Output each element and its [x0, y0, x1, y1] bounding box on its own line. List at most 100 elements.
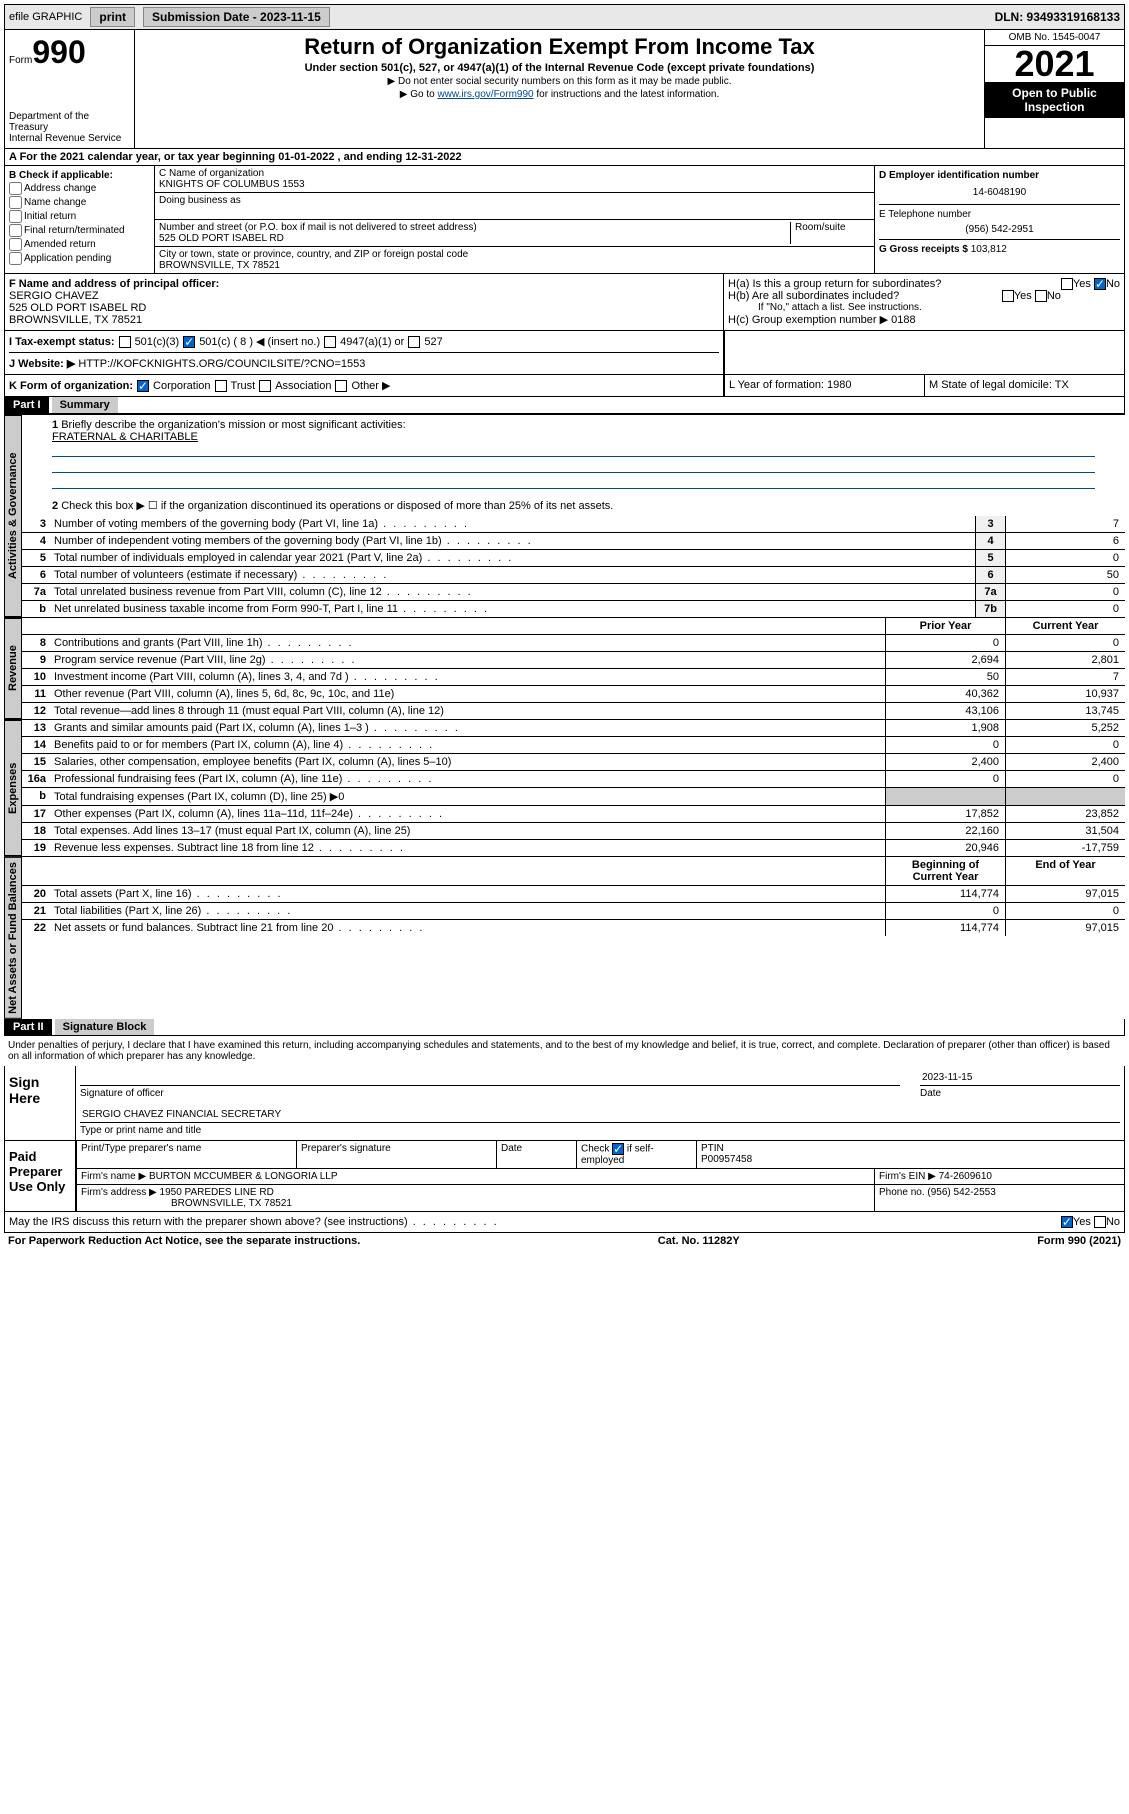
l6-val: 50 — [1005, 567, 1125, 583]
sig-officer-label: Signature of officer — [80, 1088, 900, 1099]
top-toolbar: efile GRAPHIC print Submission Date - 20… — [4, 4, 1125, 30]
ha-no-chk[interactable] — [1094, 278, 1106, 290]
firm-ein-label: Firm's EIN ▶ — [879, 1171, 936, 1182]
ein-label: D Employer identification number — [879, 170, 1120, 181]
l2-text: Check this box ▶ ☐ if the organization d… — [61, 500, 613, 512]
b-label: B Check if applicable: — [9, 170, 150, 181]
l16b-text: Total fundraising expenses (Part IX, col… — [50, 788, 885, 805]
ha-yes-chk[interactable] — [1061, 278, 1073, 290]
status-label: I Tax-exempt status: — [9, 336, 115, 348]
l3-val: 7 — [1005, 516, 1125, 532]
l16b-p — [885, 788, 1005, 805]
l20-text: Total assets (Part X, line 16) — [50, 886, 885, 902]
l5-val: 0 — [1005, 550, 1125, 566]
efile-label: efile GRAPHIC — [9, 11, 82, 23]
note-post: for instructions and the latest informat… — [534, 89, 720, 100]
l13-text: Grants and similar amounts paid (Part IX… — [50, 720, 885, 736]
firm-addr-label: Firm's address ▶ — [81, 1187, 157, 1198]
l5-text: Total number of individuals employed in … — [50, 550, 975, 566]
l1-text: Briefly describe the organization's miss… — [61, 419, 405, 431]
sig-date-value: 2023-11-15 — [920, 1070, 1120, 1086]
org-name: KNIGHTS OF COLUMBUS 1553 — [159, 179, 870, 190]
print-button[interactable]: print — [90, 7, 135, 27]
paid-content: Print/Type preparer's name Preparer's si… — [75, 1141, 1124, 1211]
note-ssn: ▶ Do not enter social security numbers o… — [143, 76, 976, 87]
net-section: Net Assets or Fund Balances Beginning of… — [4, 856, 1125, 1019]
discuss-no-chk[interactable] — [1094, 1216, 1106, 1228]
hb-yes-chk[interactable] — [1002, 290, 1014, 302]
firm-ein: 74-2609610 — [939, 1171, 992, 1182]
l15-text: Salaries, other compensation, employee b… — [50, 754, 885, 770]
dba-cell: Doing business as — [155, 193, 874, 220]
form-number-box: Form990 Department of the Treasury Inter… — [5, 30, 135, 148]
chk-corp[interactable] — [137, 380, 149, 392]
l19-text: Revenue less expenses. Subtract line 18 … — [50, 840, 885, 856]
tab-governance: Activities & Governance — [4, 415, 22, 617]
note-pre: ▶ Go to — [400, 89, 438, 100]
org-name-cell: C Name of organization KNIGHTS OF COLUMB… — [155, 166, 874, 193]
form-title: Return of Organization Exempt From Incom… — [143, 34, 976, 60]
l7a-text: Total unrelated business revenue from Pa… — [50, 584, 975, 600]
l12-c: 13,745 — [1005, 703, 1125, 719]
org-name-label: C Name of organization — [159, 168, 264, 179]
hb-row: H(b) Are all subordinates included? Yes … — [728, 290, 1120, 302]
year-box: OMB No. 1545-0047 2021 Open to Public In… — [984, 30, 1124, 148]
status-row: I Tax-exempt status: 501(c)(3) 501(c) ( … — [9, 335, 719, 348]
chk-self-employed[interactable] — [612, 1143, 624, 1155]
tax-status-box: I Tax-exempt status: 501(c)(3) 501(c) ( … — [5, 331, 724, 374]
hc-value: 0188 — [891, 314, 915, 326]
chk-trust[interactable] — [215, 380, 227, 392]
l19-p: 20,946 — [885, 840, 1005, 856]
chk-501c3[interactable] — [119, 336, 131, 348]
hc-label: H(c) Group exemption number ▶ — [728, 314, 888, 326]
l14-p: 0 — [885, 737, 1005, 753]
irs-link[interactable]: www.irs.gov/Form990 — [437, 89, 533, 100]
chk-name[interactable]: Name change — [9, 196, 150, 209]
declaration-text: Under penalties of perjury, I declare th… — [4, 1036, 1125, 1066]
tab-revenue: Revenue — [4, 618, 22, 719]
l16a-p: 0 — [885, 771, 1005, 787]
row-klm: K Form of organization: Corporation Trus… — [4, 375, 1125, 397]
l6-text: Total number of volunteers (estimate if … — [50, 567, 975, 583]
chk-address[interactable]: Address change — [9, 182, 150, 195]
l17-c: 23,852 — [1005, 806, 1125, 822]
chk-501c[interactable] — [183, 336, 195, 348]
firm-name: BURTON MCCUMBER & LONGORIA LLP — [149, 1171, 338, 1182]
ptin-value: P00957458 — [701, 1154, 752, 1165]
l22-c: 97,015 — [1005, 920, 1125, 936]
l12-p: 43,106 — [885, 703, 1005, 719]
row-ij: I Tax-exempt status: 501(c)(3) 501(c) ( … — [4, 331, 1125, 375]
gross-row: G Gross receipts $ 103,812 — [879, 239, 1120, 255]
l17-p: 17,852 — [885, 806, 1005, 822]
mission-text: FRATERNAL & CHARITABLE — [52, 431, 198, 443]
l13-c: 5,252 — [1005, 720, 1125, 736]
l15-c: 2,400 — [1005, 754, 1125, 770]
chk-final[interactable]: Final return/terminated — [9, 224, 150, 237]
year-formation: L Year of formation: 1980 — [724, 375, 924, 396]
hb-no-chk[interactable] — [1035, 290, 1047, 302]
discuss-yes-chk[interactable] — [1061, 1216, 1073, 1228]
col-b: B Check if applicable: Address change Na… — [5, 166, 155, 273]
chk-other[interactable] — [335, 380, 347, 392]
firm-phone-label: Phone no. — [879, 1187, 925, 1198]
current-hdr: Current Year — [1005, 618, 1125, 634]
part1-header: Part I Summary — [4, 397, 1125, 414]
l7b-text: Net unrelated business taxable income fr… — [50, 601, 975, 617]
col-c: C Name of organization KNIGHTS OF COLUMB… — [155, 166, 874, 273]
l4-text: Number of independent voting members of … — [50, 533, 975, 549]
title-box: Return of Organization Exempt From Incom… — [135, 30, 984, 148]
chk-4947[interactable] — [324, 336, 336, 348]
chk-assoc[interactable] — [259, 380, 271, 392]
l16a-text: Professional fundraising fees (Part IX, … — [50, 771, 885, 787]
prep-sig-label: Preparer's signature — [296, 1141, 496, 1169]
ptin-cell: PTINP00957458 — [696, 1141, 1124, 1169]
chk-527[interactable] — [408, 336, 420, 348]
submission-date: Submission Date - 2023-11-15 — [143, 7, 330, 27]
prep-name-label: Print/Type preparer's name — [76, 1141, 296, 1169]
form-subtitle: Under section 501(c), 527, or 4947(a)(1)… — [143, 62, 976, 74]
org-form-box: K Form of organization: Corporation Trus… — [5, 375, 724, 396]
chk-amended[interactable]: Amended return — [9, 238, 150, 251]
l21-p: 0 — [885, 903, 1005, 919]
chk-initial[interactable]: Initial return — [9, 210, 150, 223]
chk-app[interactable]: Application pending — [9, 252, 150, 265]
